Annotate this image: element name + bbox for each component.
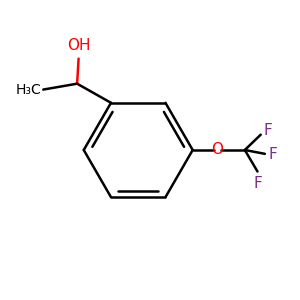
Text: H₃C: H₃C [16,82,42,97]
Text: O: O [211,142,223,157]
Text: OH: OH [67,38,90,53]
Text: F: F [254,176,262,191]
Text: F: F [264,123,273,138]
Text: F: F [269,147,278,162]
